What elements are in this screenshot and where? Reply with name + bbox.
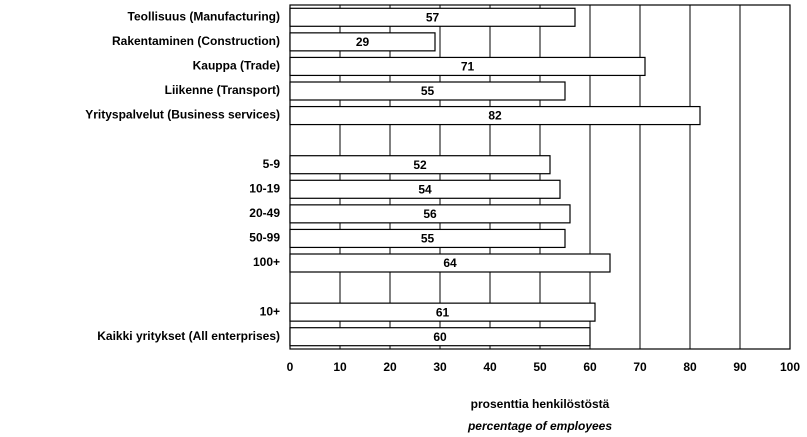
- x-tick-label: 20: [383, 360, 397, 374]
- bar: [289, 32, 436, 52]
- x-tick-label: 60: [583, 360, 597, 374]
- x-tick-label: 10: [333, 360, 347, 374]
- y-tick-label: 10+: [260, 304, 280, 318]
- value-label: 60: [433, 330, 447, 344]
- bar: [289, 56, 646, 77]
- value-label: 52: [413, 158, 427, 172]
- bar: [289, 155, 551, 175]
- value-label: 57: [426, 10, 440, 24]
- value-label: 55: [421, 84, 435, 98]
- x-tick-label: 90: [733, 360, 747, 374]
- value-label: 29: [356, 35, 370, 49]
- x-tick-label: 30: [433, 360, 447, 374]
- bar: [289, 253, 611, 273]
- bar: [289, 228, 566, 249]
- bar: [289, 7, 576, 27]
- bar: [289, 105, 701, 126]
- value-label: 61: [436, 305, 450, 319]
- bar: [289, 179, 561, 199]
- value-label: 55: [421, 232, 435, 246]
- bar: [289, 302, 596, 322]
- y-tick-label: 20-49: [249, 206, 280, 220]
- x-axis-label: prosenttia henkilöstöstä: [471, 397, 610, 411]
- x-tick-label: 0: [287, 360, 294, 374]
- value-label: 54: [418, 182, 432, 196]
- y-tick-label: 10-19: [249, 181, 280, 195]
- y-tick-label: 100+: [253, 255, 280, 269]
- y-tick-label: Teollisuus (Manufacturing): [128, 9, 280, 23]
- y-tick-label: 5-9: [263, 157, 281, 171]
- y-tick-label: Kauppa (Trade): [193, 59, 280, 73]
- bar: [289, 204, 571, 224]
- y-tick-label: Liikenne (Transport): [165, 83, 280, 97]
- y-tick-label: Rakentaminen (Construction): [112, 34, 280, 48]
- x-tick-label: 100: [780, 360, 800, 374]
- x-tick-label: 70: [633, 360, 647, 374]
- y-tick-label: 50-99: [249, 231, 280, 245]
- x-axis-label: percentage of employees: [467, 419, 612, 433]
- value-label: 71: [461, 60, 475, 74]
- y-tick-label: Kaikki yritykset (All enterprises): [97, 329, 280, 343]
- y-tick-label: Yrityspalvelut (Business services): [85, 108, 280, 122]
- value-label: 82: [488, 109, 502, 123]
- bar: [289, 327, 591, 347]
- x-tick-label: 40: [483, 360, 497, 374]
- value-label: 56: [423, 207, 437, 221]
- x-tick-label: 50: [533, 360, 547, 374]
- bar: [289, 81, 566, 101]
- x-tick-label: 80: [683, 360, 697, 374]
- value-label: 64: [443, 256, 457, 270]
